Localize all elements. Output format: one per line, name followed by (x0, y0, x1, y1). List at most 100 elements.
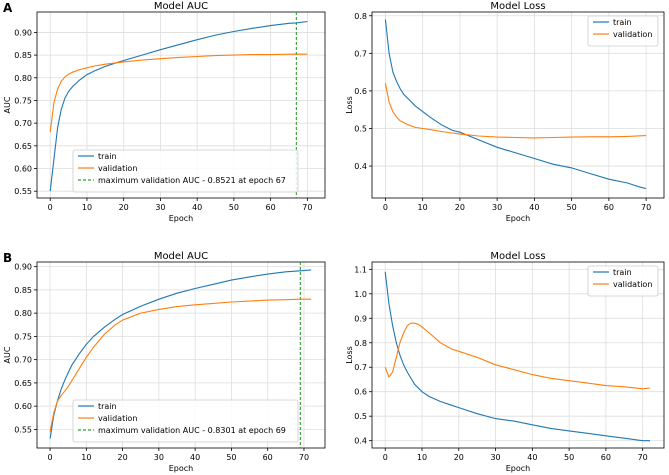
x-tick-label: 70 (302, 203, 312, 212)
panel-letter-a: A (3, 1, 13, 15)
y-tick-label: 0.80 (14, 309, 32, 318)
legend-label: validation (98, 164, 137, 173)
x-tick-label: 20 (118, 453, 128, 462)
x-tick-label: 40 (190, 453, 200, 462)
legend-box (587, 15, 659, 47)
x-axis-label: Epoch (506, 464, 531, 473)
y-tick-label: 0.5 (354, 412, 367, 421)
y-tick-label: 0.4 (354, 162, 367, 171)
y-tick-label: 0.80 (14, 74, 32, 83)
y-tick-label: 0.60 (14, 402, 32, 411)
y-tick-label: 0.75 (14, 332, 32, 341)
y-tick-label: 0.8 (354, 339, 367, 348)
chart-title: Model Loss (490, 1, 545, 12)
y-tick-label: 0.5 (354, 124, 367, 133)
y-tick-label: 0.9 (354, 314, 367, 323)
x-tick-label: 0 (383, 453, 388, 462)
x-tick-label: 40 (192, 203, 202, 212)
plot-frame (36, 11, 326, 199)
x-tick-label: 0 (48, 203, 53, 212)
legend: train validation maximum validation AUC - … (72, 399, 299, 443)
y-tick-label: 0.60 (14, 165, 32, 174)
x-tick-label: 30 (154, 453, 164, 462)
y-tick-label: 1.1 (354, 265, 367, 274)
chart-b-loss: 0 10 20 30 40 50 60 70 0.4 0.5 0.6 0.7 0.8 0.9 1.0 1.1 M… (345, 251, 665, 473)
legend-box (72, 149, 299, 193)
legend-box (72, 399, 299, 443)
x-tick-label: 10 (81, 453, 91, 462)
panel-letter-b: B (3, 251, 12, 265)
x-tick-label: 70 (641, 203, 651, 212)
chart-title: Model Loss (490, 251, 545, 262)
y-tick-label: 0.70 (14, 119, 32, 128)
x-tick-label: 70 (638, 453, 648, 462)
x-tick-label: 50 (226, 453, 236, 462)
legend-label: validation (613, 30, 652, 39)
x-tick-label: 40 (527, 453, 537, 462)
series-line-train (49, 20, 308, 192)
y-tick-label: 0.4 (354, 437, 367, 446)
legend-label: train (613, 18, 632, 27)
x-tick-label: 60 (601, 453, 611, 462)
y-tick-label: 0.70 (14, 356, 32, 365)
x-axis-label: Epoch (169, 464, 194, 473)
x-tick-label: 0 (383, 203, 388, 212)
y-axis-label: AUC (3, 96, 12, 113)
y-tick-label: 0.90 (14, 263, 32, 272)
y-tick-label: 0.55 (14, 187, 32, 196)
y-tick-label: 0.8 (354, 12, 367, 21)
y-axis-label: Loss (345, 346, 354, 364)
chart-b-auc: 0 10 20 30 40 50 60 70 0.55 0.60 0.65 0.70 0.75 0.80 0… (3, 251, 326, 473)
y-tick-label: 0.90 (14, 28, 32, 37)
series-line-train (49, 269, 312, 439)
x-tick-label: 30 (492, 203, 502, 212)
y-axis-label: AUC (3, 346, 12, 363)
legend: train validation maximum validation AUC - … (72, 149, 299, 193)
legend: train validation (587, 265, 659, 297)
chart-title: Model AUC (154, 251, 208, 262)
chart-title: Model AUC (154, 1, 208, 12)
plot-frame (371, 261, 665, 449)
y-tick-label: 0.7 (354, 363, 367, 372)
x-tick-label: 60 (266, 203, 276, 212)
x-axis-label: Epoch (506, 214, 531, 223)
legend-box (587, 265, 659, 297)
series-line-train (384, 271, 650, 442)
x-axis-label: Epoch (169, 214, 194, 223)
legend: train validation (587, 15, 659, 47)
x-tick-label: 10 (417, 453, 427, 462)
x-tick-label: 30 (155, 203, 165, 212)
x-tick-label: 70 (299, 453, 309, 462)
x-tick-label: 0 (48, 453, 53, 462)
y-tick-label: 0.65 (14, 379, 32, 388)
chart-a-auc: 0 10 20 30 40 50 60 70 0.55 0.60 0.65 0.70 0.75 0.80 0… (3, 1, 326, 223)
legend-label: train (98, 152, 117, 161)
x-tick-label: 50 (229, 203, 239, 212)
legend-label: validation (98, 414, 137, 423)
y-tick-label: 0.75 (14, 96, 32, 105)
legend-label: train (613, 268, 632, 277)
x-tick-label: 10 (82, 203, 92, 212)
series-line-validation (49, 298, 312, 432)
plot-frame (36, 261, 326, 449)
series-line-validation (384, 83, 647, 139)
y-tick-label: 0.6 (354, 388, 367, 397)
x-tick-label: 10 (418, 203, 428, 212)
chart-a-loss: 0 10 20 30 40 50 60 70 0.4 0.5 0.6 0.7 0.8 Model Loss… (345, 1, 665, 223)
x-tick-label: 30 (490, 453, 500, 462)
x-tick-label: 60 (604, 203, 614, 212)
y-tick-label: 0.85 (14, 51, 32, 60)
x-tick-label: 60 (263, 453, 273, 462)
x-tick-label: 40 (529, 203, 539, 212)
y-tick-label: 0.55 (14, 425, 32, 434)
y-tick-label: 0.7 (354, 49, 367, 58)
y-axis-label: Loss (345, 96, 354, 114)
series-line-train (384, 19, 647, 190)
legend-label: train (98, 402, 117, 411)
legend-label: maximum validation AUC - 0.8301 at epoch… (98, 426, 286, 435)
y-tick-label: 1.0 (354, 290, 367, 299)
y-tick-label: 0.65 (14, 142, 32, 151)
x-tick-label: 20 (119, 203, 129, 212)
x-tick-label: 50 (567, 203, 577, 212)
